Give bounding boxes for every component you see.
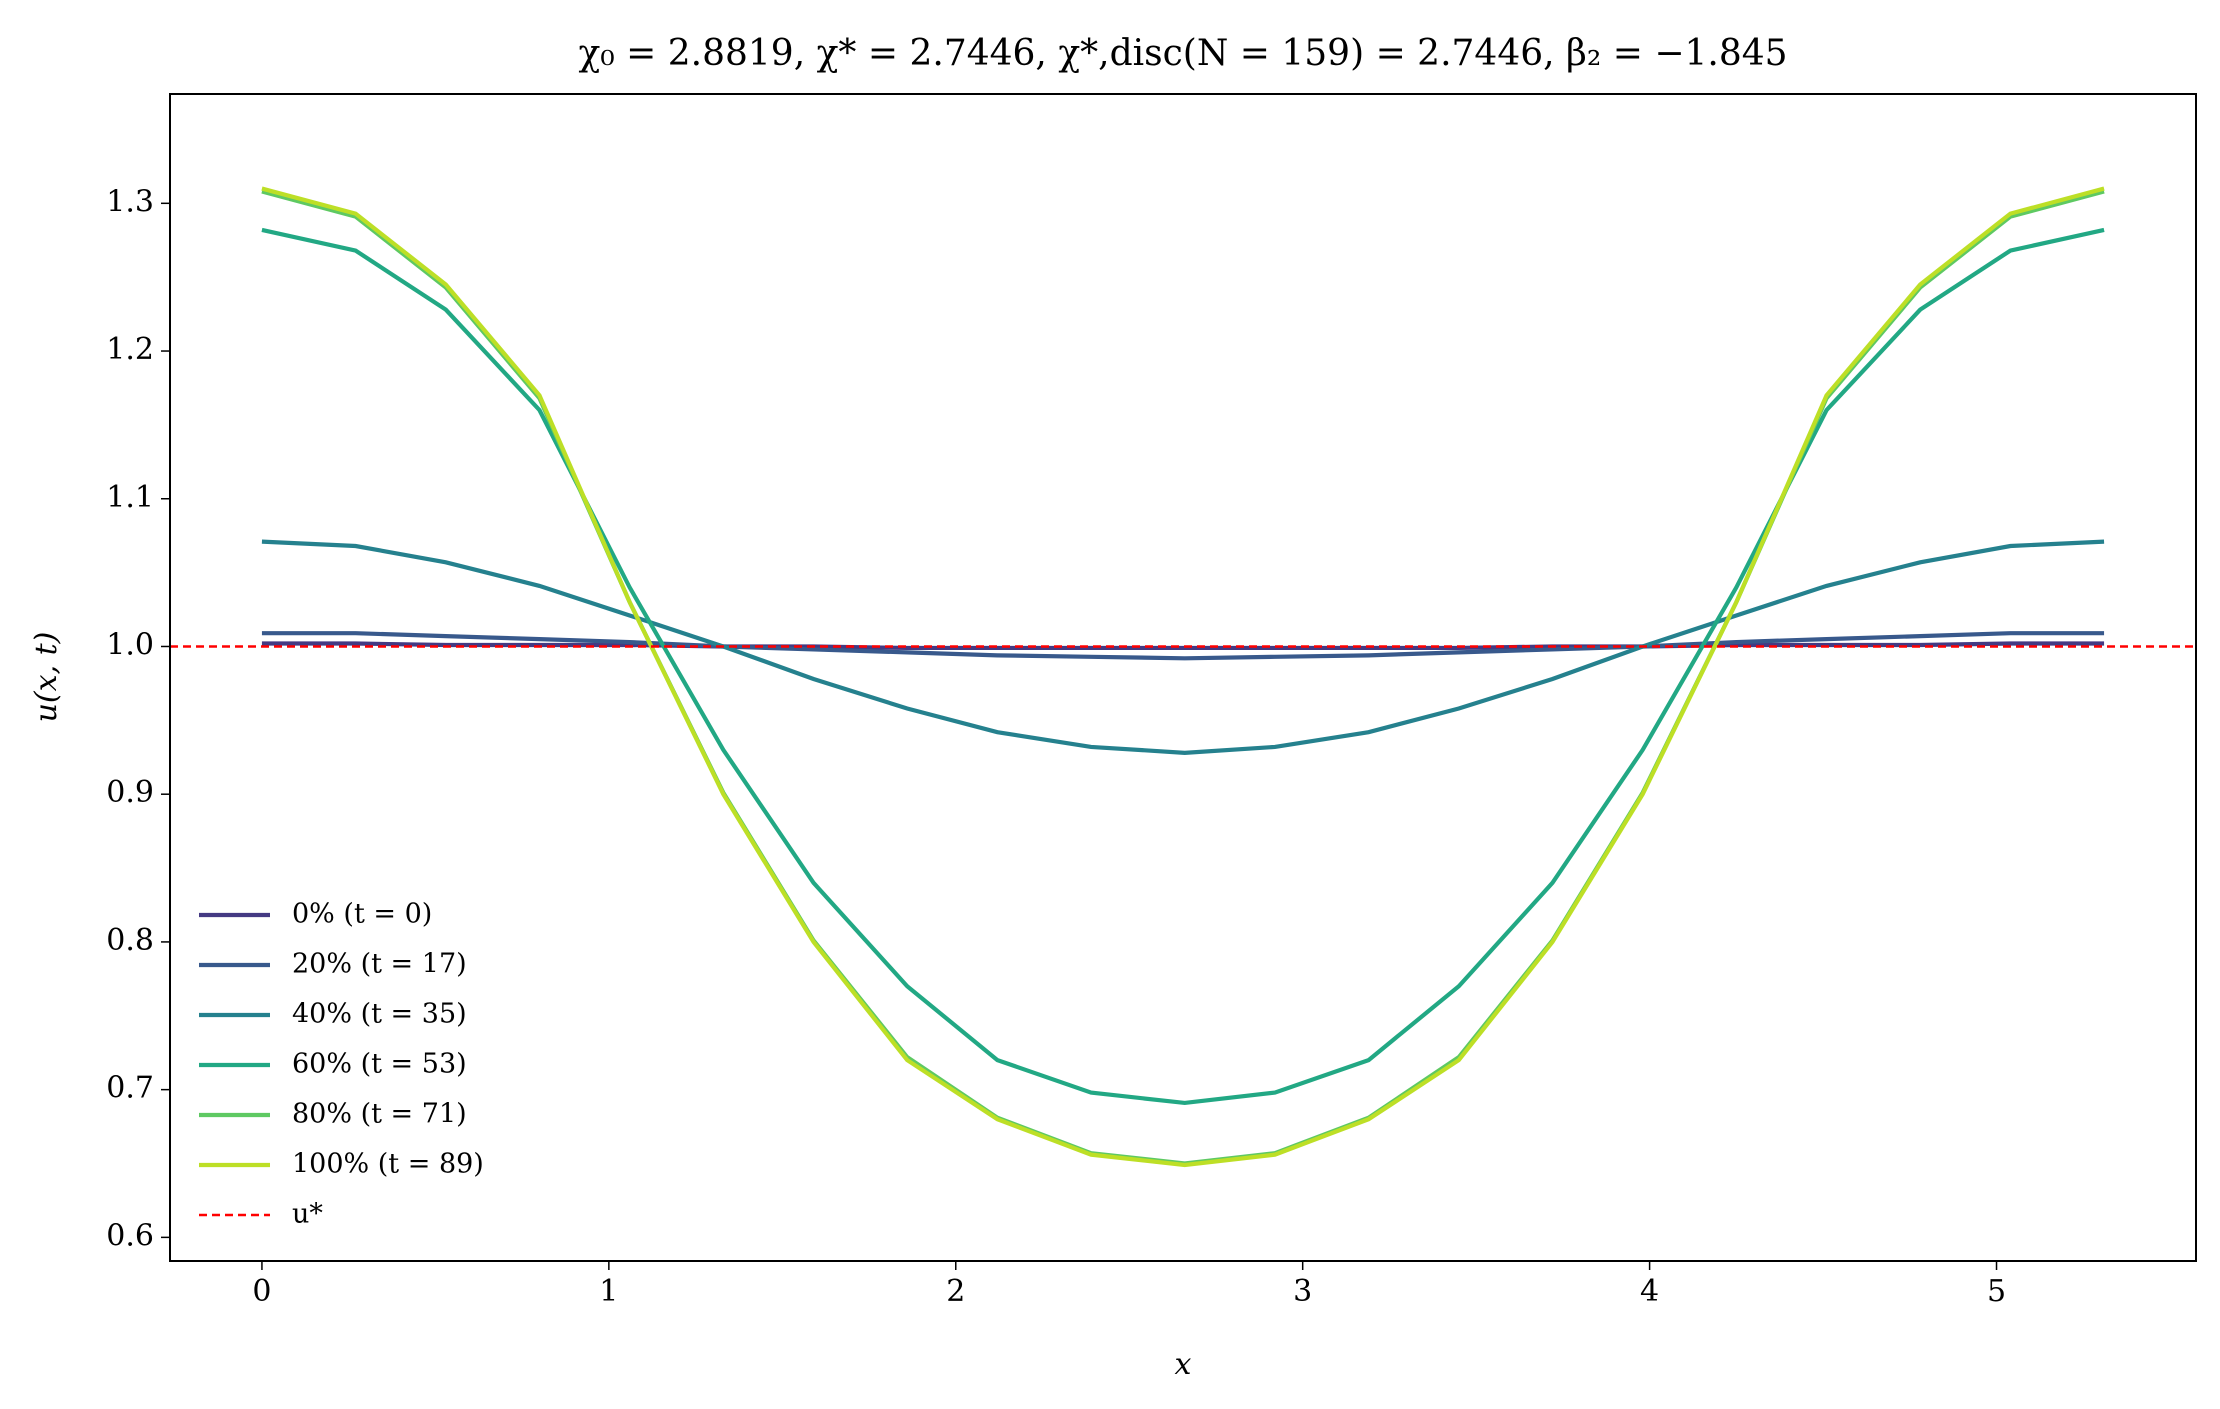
axes-frame <box>169 93 2197 1262</box>
series-line <box>261 539 2105 755</box>
x-tick-label: 4 <box>1640 1274 1659 1309</box>
series-line <box>261 641 2105 651</box>
x-tick-label: 0 <box>252 1274 271 1309</box>
legend-label: 60% (t = 53) <box>292 1049 467 1080</box>
series-line <box>261 631 2105 661</box>
x-axis-label: x <box>1175 1347 1192 1382</box>
legend-label: u* <box>292 1199 323 1230</box>
legend-label: 80% (t = 71) <box>292 1099 467 1130</box>
y-tick-label: 0.9 <box>106 775 154 810</box>
legend-label: 40% (t = 35) <box>292 999 467 1030</box>
y-axis-label: u(x, t) <box>29 632 64 723</box>
x-tick-label: 2 <box>946 1274 965 1309</box>
y-tick-label: 1.0 <box>106 627 154 662</box>
series-line <box>261 186 2105 1168</box>
x-tick-label: 1 <box>599 1274 618 1309</box>
y-tick-label: 1.1 <box>106 480 154 515</box>
y-tick-label: 0.8 <box>106 923 154 958</box>
legend-label: 20% (t = 17) <box>292 949 467 980</box>
x-tick-label: 5 <box>1987 1274 2006 1309</box>
legend-label: 0% (t = 0) <box>292 899 432 930</box>
y-tick-label: 0.7 <box>106 1071 154 1106</box>
legend-label: 100% (t = 89) <box>292 1149 484 1180</box>
chart-title: χ₀ = 2.8819, χ* = 2.7446, χ*,disc(N = 15… <box>578 33 1787 74</box>
y-tick-label: 1.2 <box>106 332 154 367</box>
y-tick-label: 0.6 <box>106 1218 154 1253</box>
x-tick-label: 3 <box>1293 1274 1312 1309</box>
y-tick-label: 1.3 <box>106 184 154 219</box>
